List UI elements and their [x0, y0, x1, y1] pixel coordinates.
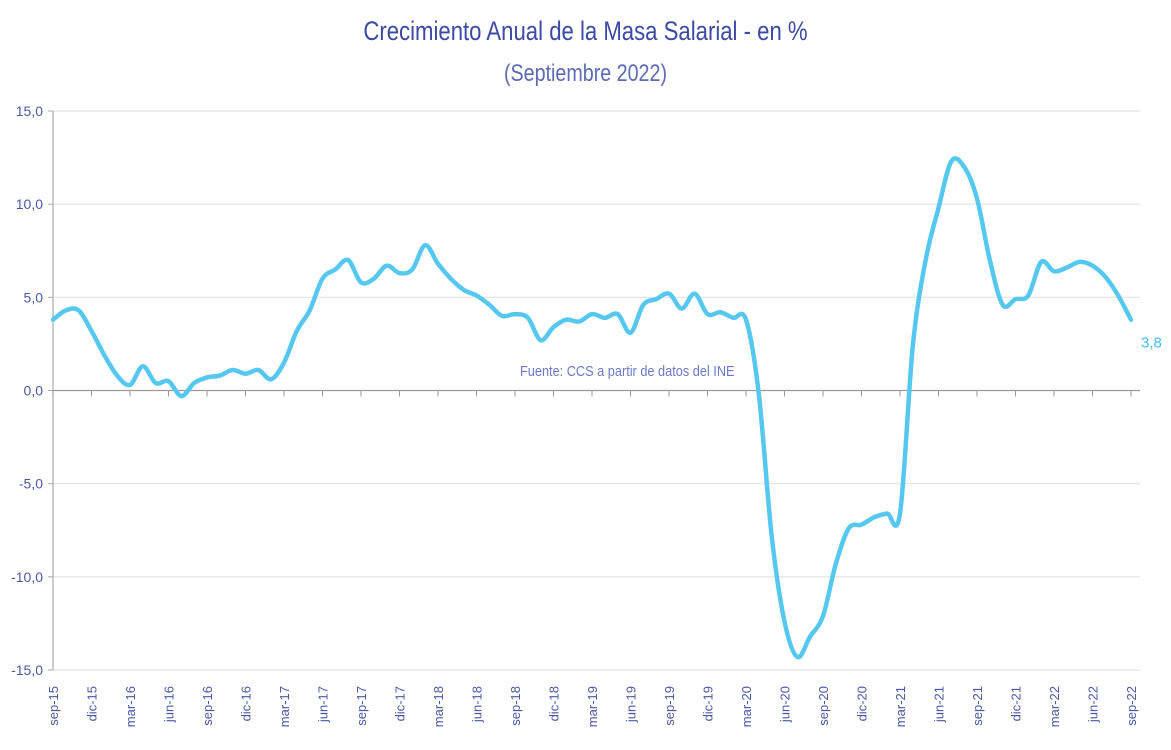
y-tick-label: 0,0	[24, 383, 44, 399]
y-tick-label: 15,0	[16, 103, 43, 119]
x-tick-label: jun-16	[162, 686, 177, 723]
x-tick-label: dic-20	[855, 686, 870, 721]
x-tick-label: jun-18	[470, 686, 485, 723]
x-tick-label: dic-21	[1009, 686, 1024, 721]
x-tick-label: dic-17	[393, 686, 408, 721]
x-tick-label: dic-15	[85, 686, 100, 721]
y-tick-label: 10,0	[16, 196, 43, 212]
x-tick-label: mar-21	[893, 686, 908, 727]
x-tick-label: dic-19	[701, 686, 716, 721]
y-tick-label: -15,0	[11, 662, 43, 678]
x-tick-label: sep-17	[354, 686, 369, 726]
x-tick-label: sep-16	[200, 686, 215, 726]
x-tick-label: mar-17	[277, 686, 292, 727]
x-tick-label: jun-20	[778, 686, 793, 723]
x-tick-label: mar-18	[431, 686, 446, 727]
x-tick-label: sep-22	[1124, 686, 1139, 726]
x-tick-label: mar-22	[1047, 686, 1062, 727]
x-tick-label: sep-20	[816, 686, 831, 726]
series-line	[50, 156, 1134, 660]
source-note: Fuente: CCS a partir de datos del INE	[520, 362, 735, 379]
x-tick-label: dic-16	[239, 686, 254, 721]
x-tick-label: jun-17	[316, 686, 331, 723]
x-tick-label: sep-15	[46, 686, 61, 726]
chart-title: Crecimiento Anual de la Masa Salarial - …	[363, 16, 808, 46]
end-value-label: 3,8	[1141, 335, 1162, 352]
x-tick-label: sep-19	[662, 686, 677, 726]
x-tick-label: jun-19	[624, 686, 639, 723]
y-tick-label: -10,0	[11, 569, 43, 585]
x-tick-label: mar-16	[123, 686, 138, 727]
chart-subtitle: (Septiembre 2022)	[503, 60, 668, 87]
x-tick-label: sep-18	[508, 686, 523, 726]
y-tick-label: 5,0	[24, 289, 44, 305]
x-tick-label: jun-22	[1086, 686, 1101, 723]
y-tick-label: -5,0	[19, 476, 43, 492]
x-tick-label: mar-20	[739, 686, 754, 727]
x-tick-label: jun-21	[932, 686, 947, 723]
x-tick-label: mar-19	[585, 686, 600, 727]
x-tick-label: sep-21	[970, 686, 985, 726]
x-tick-label: dic-18	[547, 686, 562, 721]
